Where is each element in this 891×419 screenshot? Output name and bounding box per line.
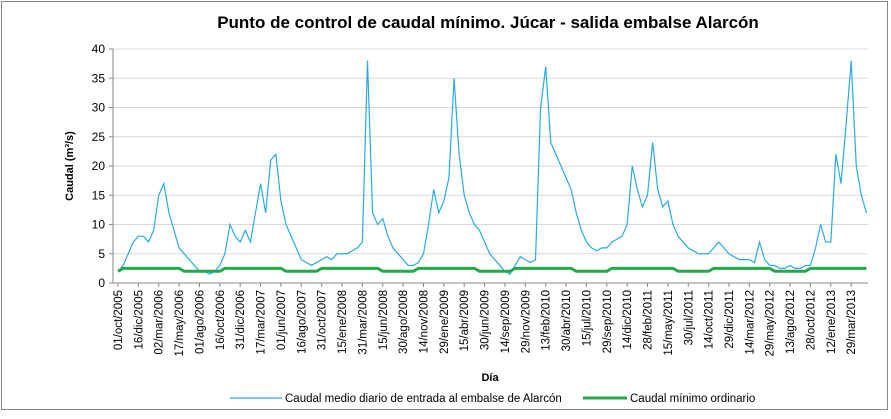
y-tick-label: 25	[92, 130, 106, 144]
data-line	[117, 60, 868, 276]
x-tick-label: 14/sep/2009	[500, 290, 512, 353]
x-tick-label: 31/dic/2006	[235, 290, 247, 349]
x-tick-label: 29/sep/2010	[602, 290, 614, 353]
legend: Caudal medio diario de entrada al embals…	[230, 393, 755, 405]
x-tick-label: 15/ene/2008	[337, 290, 349, 354]
x-tick-label: 30/ago/2008	[398, 290, 410, 354]
x-tick-label: 29/may/2012	[765, 290, 777, 357]
x-tick-label: 30/jun/2009	[480, 290, 492, 350]
x-tick-label: 29/nov/2009	[520, 290, 532, 353]
x-tick-label: 16/dic/2005	[133, 290, 145, 349]
x-tick-label: 14/mar/2012	[744, 290, 756, 355]
x-tick-label: 16/oct/2006	[215, 290, 227, 350]
x-tick-label: 29/dic/2011	[724, 290, 736, 349]
x-tick-label: 15/abr/2009	[459, 290, 471, 351]
y-tick-label: 20	[92, 159, 106, 173]
x-tick-label: 17/mar/2007	[256, 290, 268, 355]
x-tick-label: 14/nov/2008	[418, 290, 430, 353]
x-tick-label: 28/oct/2012	[805, 290, 817, 350]
x-tick-label: 31/mar/2008	[357, 290, 369, 355]
x-tick-label: 31/oct/2007	[317, 290, 329, 350]
y-tick-label: 30	[92, 101, 106, 115]
x-tick-label: 15/jul/2010	[581, 290, 593, 346]
y-tick-label: 15	[92, 188, 106, 202]
x-tick-label: 30/abr/2010	[561, 290, 573, 351]
x-tick-label: 15/may/2011	[663, 290, 675, 356]
legend-label: Caudal medio diario de entrada al embals…	[285, 393, 562, 405]
chart-title: Punto de control de caudal mínimo. Júcar…	[217, 13, 759, 32]
x-tick-label: 14/oct/2011	[704, 290, 716, 349]
x-tick-label: 14/dic/2010	[622, 290, 634, 349]
x-tick-label: 13/feb/2010	[541, 290, 553, 351]
x-axis-label: Día	[481, 372, 499, 384]
x-tick-label: 28/feb/2011	[643, 290, 655, 350]
x-tick-label: 30/jul/2011	[683, 290, 695, 345]
chart-border	[1, 1, 888, 410]
y-tick-label: 10	[92, 218, 106, 232]
data-line	[117, 266, 867, 273]
x-tick-label: 01/jun/2007	[276, 290, 288, 350]
x-tick-label: 13/ago/2012	[785, 290, 797, 354]
y-tick-label: 5	[98, 247, 105, 261]
x-tick-label: 15/jun/2008	[378, 290, 390, 350]
y-tick-label: 35	[92, 71, 106, 85]
x-tick-label: 16/ago/2007	[296, 290, 308, 354]
legend-label: Caudal mínimo ordinario	[630, 393, 755, 405]
x-tick-label: 01/oct/2005	[113, 290, 125, 350]
y-axis-label: Caudal (m³/s)	[64, 131, 76, 201]
x-tick-label: 29/ene/2009	[439, 290, 451, 354]
x-tick-label: 12/ene/2013	[826, 290, 838, 354]
y-tick-label: 0	[98, 276, 105, 290]
x-tick-label: 02/mar/2006	[154, 290, 166, 355]
y-tick-label: 40	[92, 42, 106, 56]
x-tick-label: 29/mar/2013	[846, 290, 858, 355]
x-tick-label: 01/ago/2006	[194, 290, 206, 354]
x-tick-label: 17/may/2006	[174, 290, 186, 357]
